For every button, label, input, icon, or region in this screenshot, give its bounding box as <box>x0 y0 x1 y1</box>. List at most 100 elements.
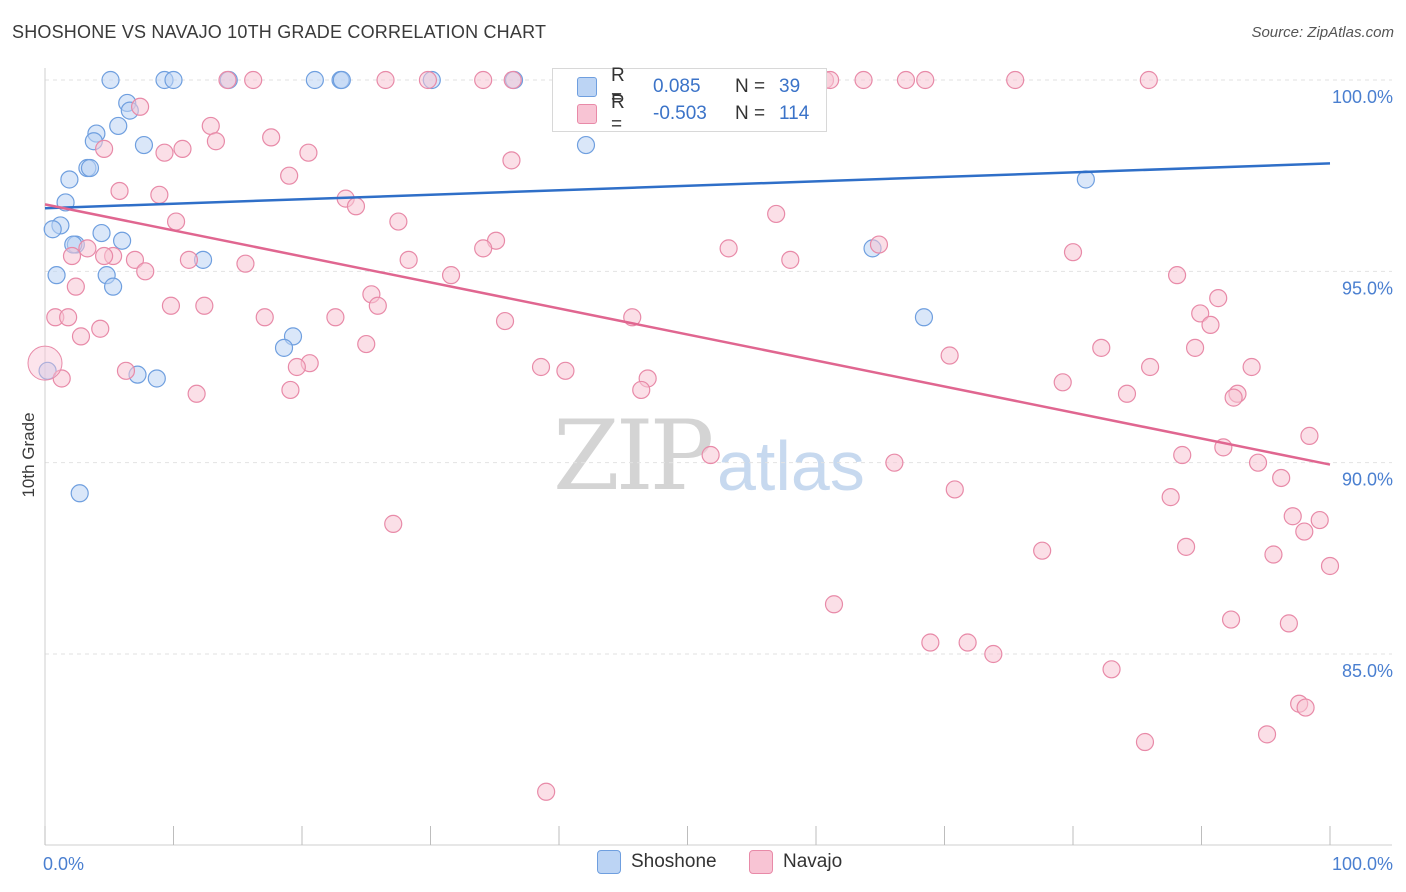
navajo-point <box>531 357 551 377</box>
navajo-point <box>1242 357 1261 377</box>
navajo-point <box>255 308 274 327</box>
watermark-atlas: atlas <box>717 427 865 505</box>
shoshone-points <box>38 70 1095 503</box>
navajo-points <box>27 70 1340 801</box>
navajo-point-large <box>27 345 63 381</box>
navajo-point <box>155 143 174 162</box>
navajo-point <box>781 250 800 269</box>
navajo-point <box>262 128 281 147</box>
navajo-point <box>503 70 522 90</box>
navajo-point <box>474 70 493 90</box>
shoshone-point <box>305 70 324 90</box>
legend-item-navajo[interactable]: Navajo <box>749 850 842 874</box>
navajo-point <box>346 197 366 216</box>
navajo-point <box>299 143 318 162</box>
navajo-point <box>389 212 408 231</box>
legend-n-value: 39 <box>779 76 801 97</box>
navajo-point <box>1173 445 1192 465</box>
navajo-point <box>1296 698 1315 717</box>
navajo-point <box>125 250 145 269</box>
navajo-point <box>281 380 300 400</box>
navajo-point <box>474 239 493 258</box>
x-tick-label: 0.0% <box>43 854 84 874</box>
navajo-legend-swatch <box>749 850 773 874</box>
navajo-point <box>187 384 206 403</box>
navajo-point <box>1185 338 1205 357</box>
shoshone-point <box>43 220 62 239</box>
shoshone-point <box>80 158 100 178</box>
chart-title: SHOSHONE VS NAVAJO 10TH GRADE CORRELATIO… <box>12 22 547 42</box>
navajo-point <box>896 70 916 90</box>
legend-item-shoshone[interactable]: Shoshone <box>597 850 717 874</box>
navajo-point <box>916 70 935 90</box>
shoshone-point <box>147 369 166 388</box>
shoshone-point <box>109 116 128 136</box>
shoshone-point <box>112 231 132 250</box>
correlation-legend: R = 0.085 N = 39 R = -0.503 N = 114 <box>552 65 827 135</box>
navajo-point <box>1102 660 1121 679</box>
navajo-trend-line <box>44 203 1331 466</box>
navajo-point <box>537 782 556 801</box>
navajo-point <box>384 514 403 533</box>
navajo-point <box>376 70 395 90</box>
navajo-point <box>1053 373 1072 392</box>
shoshone-point <box>70 484 89 503</box>
navajo-point <box>1140 357 1160 377</box>
axes <box>44 68 1392 846</box>
tick-labels: 100.0% 95.0% 90.0% 85.0% 0.0% 100.0% <box>43 87 1393 874</box>
navajo-point <box>78 239 97 258</box>
navajo-point <box>95 139 114 158</box>
shoshone-point <box>1076 170 1095 189</box>
navajo-point <box>1257 725 1277 744</box>
series-legend: Shoshone Navajo <box>0 850 1406 878</box>
navajo-point <box>958 633 977 652</box>
x-tick-label: 100.0% <box>1332 854 1393 874</box>
legend-r-value: 0.085 <box>653 76 701 97</box>
navajo-point <box>287 357 306 377</box>
navajo-point <box>179 250 199 269</box>
navajo-point <box>1201 315 1220 335</box>
navajo-point <box>1033 541 1052 560</box>
navajo-point <box>502 151 521 170</box>
navajo-point <box>161 296 181 315</box>
navajo-point <box>201 116 220 136</box>
grid-lines <box>45 79 1392 655</box>
shoshone-point <box>134 135 154 155</box>
navajo-point <box>940 346 959 365</box>
navajo-point <box>945 480 964 499</box>
legend-r-value: -0.503 <box>653 103 707 124</box>
shoshone-point <box>47 266 66 285</box>
legend-row-navajo: R = -0.503 N = 114 <box>577 92 809 135</box>
navajo-point <box>1176 537 1196 556</box>
navajo-point <box>701 445 720 465</box>
navajo-point <box>632 380 651 400</box>
y-tick-label: 90.0% <box>1342 470 1393 490</box>
legend-label-shoshone: Shoshone <box>631 851 717 872</box>
navajo-point <box>206 132 226 151</box>
navajo-point <box>984 644 1003 664</box>
navajo-point <box>236 254 255 273</box>
navajo-point <box>1320 556 1340 576</box>
legend-n-label: N = <box>735 76 766 97</box>
navajo-point <box>1006 70 1025 90</box>
navajo-point <box>495 311 515 331</box>
navajo-point <box>399 250 418 269</box>
shoshone-point <box>332 70 351 90</box>
navajo-point <box>719 239 738 258</box>
navajo-point <box>1295 522 1314 541</box>
navajo-point <box>1139 70 1158 90</box>
shoshone-point <box>92 223 111 243</box>
y-tick-label: 100.0% <box>1332 87 1393 107</box>
navajo-point <box>195 296 214 315</box>
shoshone-point <box>101 70 120 90</box>
navajo-point <box>1279 614 1298 633</box>
navajo-point <box>66 277 85 296</box>
legend-r-label: R = <box>611 65 625 108</box>
navajo-point <box>767 204 786 224</box>
shoshone-trend-line <box>44 162 1331 210</box>
navajo-point <box>130 97 150 116</box>
shoshone-point <box>576 135 596 155</box>
y-axis-label: 10th Grade <box>19 412 38 497</box>
navajo-point <box>326 308 345 327</box>
